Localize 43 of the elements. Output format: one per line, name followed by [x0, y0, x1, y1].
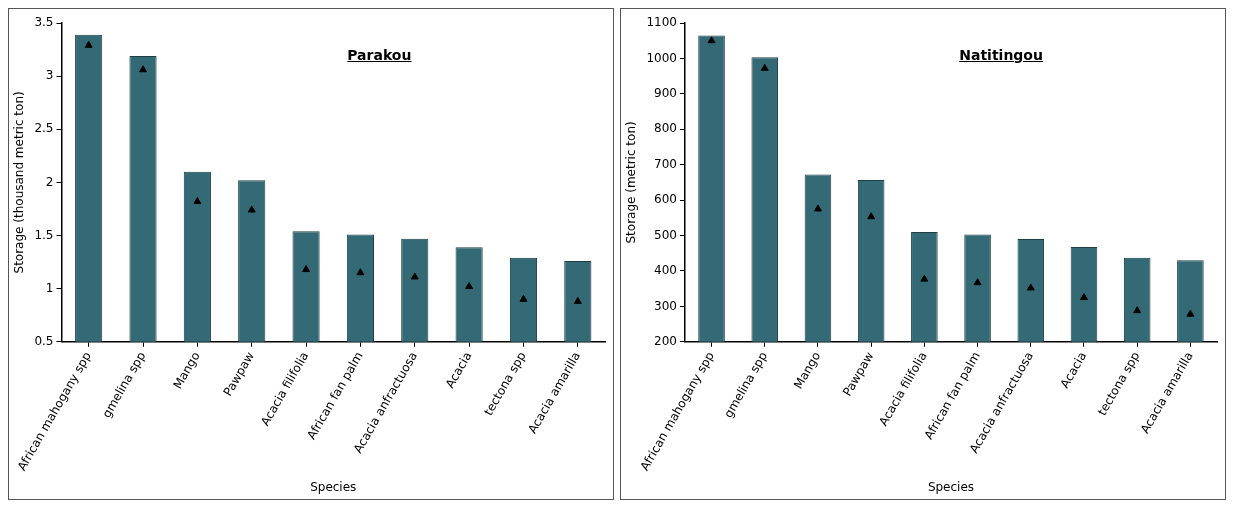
- point: [84, 40, 93, 48]
- point: [139, 65, 147, 73]
- y-tick-label: 1000: [646, 50, 677, 65]
- y-tick-label: 3.5: [34, 15, 54, 30]
- point: [760, 63, 769, 71]
- point: [247, 205, 256, 213]
- y-tick-label: 600: [654, 192, 677, 207]
- x-axis-title: Species: [310, 479, 357, 494]
- y-tick-label: 400: [654, 263, 677, 278]
- y-tick-label: 800: [654, 121, 677, 136]
- point: [707, 36, 716, 44]
- y-tick-label: 1100: [646, 15, 677, 30]
- y-tick-label: 2: [45, 174, 54, 189]
- text: Parakou: [347, 47, 412, 63]
- point: [356, 268, 365, 276]
- y-tick-label: 1: [45, 280, 54, 295]
- y-tick-label: 2.5: [34, 121, 54, 136]
- point: [1186, 309, 1195, 317]
- y-tick-label: 3: [45, 68, 54, 83]
- y-tick-label: 900: [654, 85, 677, 100]
- point: [193, 197, 202, 205]
- point: [1080, 293, 1088, 301]
- point: [1026, 283, 1035, 291]
- y-tick-label: 500: [654, 227, 677, 242]
- point: [302, 265, 311, 273]
- point: [867, 212, 876, 220]
- point: [519, 294, 528, 302]
- point: [973, 278, 982, 286]
- y-tick-label: 700: [654, 156, 677, 171]
- y-axis-title: Storage (thousand metric ton): [12, 91, 27, 274]
- y-tick-label: 200: [654, 333, 677, 348]
- point: [573, 296, 582, 304]
- y-axis-title: Storage (metric ton): [624, 121, 639, 244]
- point: [465, 282, 474, 290]
- x-axis-title: Species: [927, 479, 975, 494]
- point: [813, 204, 822, 212]
- point: [920, 274, 929, 282]
- y-tick-label: 300: [654, 298, 677, 313]
- point: [410, 272, 419, 280]
- text: Natitingou: [959, 47, 1043, 63]
- y-tick-label: 1.5: [34, 227, 54, 242]
- point: [1133, 306, 1142, 314]
- y-tick-label: 0.5: [34, 333, 54, 348]
